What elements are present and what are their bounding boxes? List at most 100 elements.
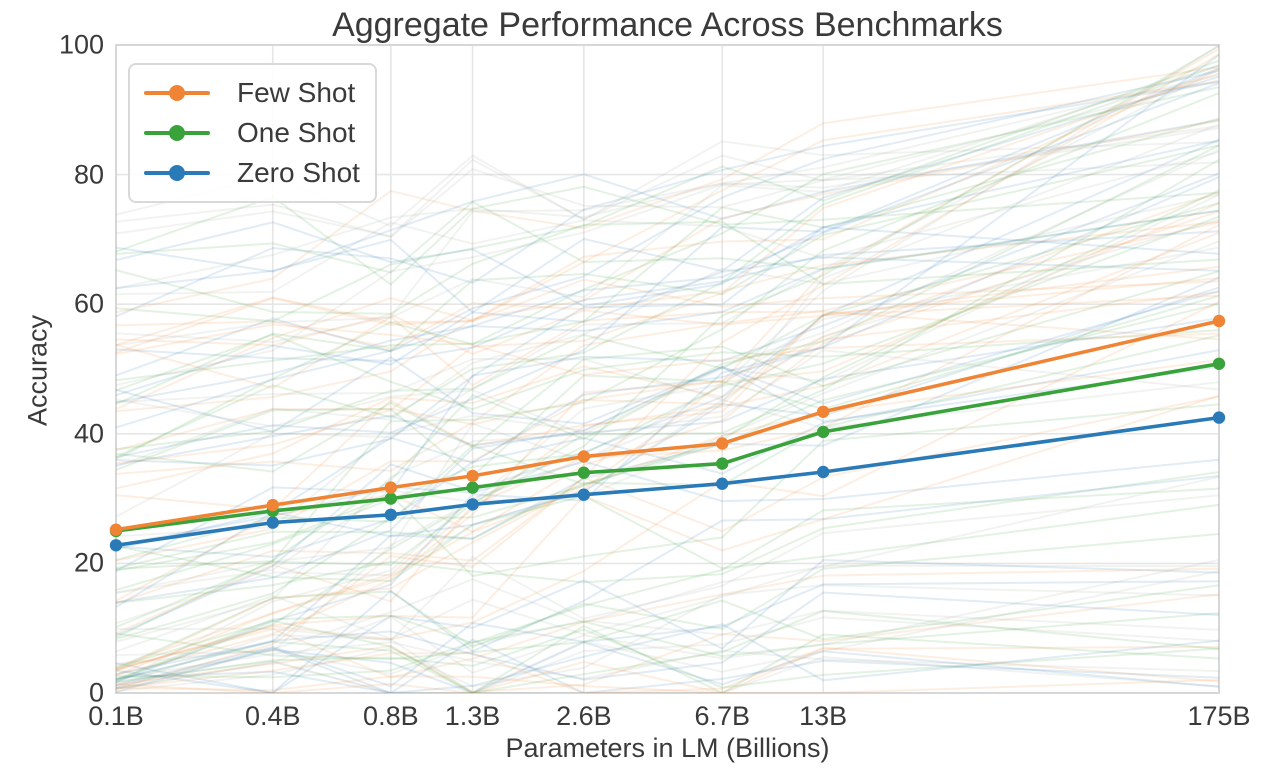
one-shot-marker — [817, 425, 830, 439]
background-line — [116, 220, 1219, 350]
background-line — [116, 176, 1219, 550]
few-shot-marker — [109, 523, 123, 536]
background-line — [116, 92, 1219, 570]
background-line — [116, 356, 1219, 434]
legend-label-few-shot: Few Shot — [237, 77, 356, 108]
background-line — [116, 270, 1219, 473]
background-line — [116, 403, 1219, 578]
one-shot-line — [115, 362, 1220, 533]
background-line — [116, 580, 1219, 688]
zero-shot-marker — [384, 508, 397, 521]
zero-shot-marker — [716, 477, 729, 490]
few-shot-marker — [716, 437, 729, 450]
one-shot-marker — [466, 481, 479, 494]
y-tick-label-100: 100 — [58, 29, 104, 60]
background-line — [116, 558, 1219, 690]
zero-shot-marker — [1212, 411, 1226, 424]
background-line — [116, 45, 1219, 681]
background-line — [116, 66, 1219, 314]
few-shot-marker — [466, 469, 479, 483]
y-tick-label-80: 80 — [73, 159, 104, 190]
background-line — [116, 623, 1219, 693]
background-line — [116, 138, 1219, 637]
x-tick-label-2.6B: 2.6B — [556, 701, 612, 731]
background-line — [116, 558, 1219, 693]
legend-item-few-shot: Few Shot — [144, 79, 375, 107]
background-line — [116, 82, 1219, 404]
x-tick-label-6.7B: 6.7B — [694, 701, 750, 731]
few-shot-line — [115, 319, 1220, 532]
background-line — [116, 645, 1219, 693]
background-line — [116, 494, 1219, 642]
background-line — [116, 161, 1219, 239]
background-line — [116, 349, 1219, 436]
background-line — [116, 67, 1219, 459]
zero-shot-marker — [466, 498, 479, 511]
background-line — [116, 201, 1219, 451]
background-line — [116, 189, 1219, 641]
background-line — [116, 584, 1219, 693]
background-line — [116, 609, 1219, 691]
background-line — [116, 458, 1219, 547]
background-line — [116, 494, 1219, 583]
background-line — [116, 79, 1219, 386]
x-tick-label-13B: 13B — [799, 701, 848, 731]
background-line — [116, 53, 1219, 690]
background-line — [116, 80, 1219, 354]
background-line — [116, 117, 1219, 382]
background-line — [116, 471, 1219, 604]
background-line — [116, 238, 1219, 323]
zero-shot-marker — [577, 488, 590, 501]
background-line — [116, 69, 1219, 377]
background-line — [116, 74, 1219, 290]
x-tick-label-0.1B: 0.1B — [88, 701, 144, 731]
background-line — [116, 86, 1219, 461]
few-shot-marker — [384, 481, 397, 494]
y-tick-label-20: 20 — [73, 547, 104, 578]
few-shot-marker — [266, 498, 279, 512]
background-benchmark-lines — [116, 45, 1219, 693]
background-line — [116, 300, 1219, 672]
background-line — [116, 286, 1219, 608]
background-line — [116, 144, 1219, 639]
background-line — [116, 172, 1219, 572]
background-line — [116, 119, 1219, 413]
background-line — [116, 289, 1219, 604]
background-line — [116, 646, 1219, 693]
background-line — [116, 193, 1219, 468]
background-line — [116, 202, 1219, 676]
background-line — [116, 395, 1219, 605]
background-line — [116, 533, 1219, 671]
background-line — [116, 72, 1219, 465]
background-line — [116, 564, 1219, 653]
legend-item-zero-shot: Zero Shot — [144, 159, 375, 187]
background-line — [116, 358, 1219, 430]
background-line — [116, 641, 1219, 693]
few-shot-marker — [577, 450, 590, 463]
background-line — [116, 139, 1219, 467]
background-line — [116, 591, 1219, 681]
background-line — [116, 193, 1219, 643]
background-line — [116, 612, 1219, 679]
background-line — [116, 209, 1219, 429]
x-tick-label-0.8B: 0.8B — [363, 701, 419, 731]
few-shot-line-swatch — [144, 84, 210, 102]
legend-label-zero-shot: Zero Shot — [237, 157, 360, 188]
zero-shot-marker — [817, 465, 830, 479]
background-line — [116, 278, 1219, 346]
background-line — [116, 329, 1219, 411]
background-line — [116, 609, 1219, 693]
background-line — [116, 624, 1219, 693]
background-line — [116, 349, 1219, 558]
background-line — [116, 64, 1219, 458]
background-line — [116, 570, 1219, 693]
background-line — [116, 294, 1219, 356]
background-line — [116, 215, 1219, 591]
background-line — [116, 265, 1219, 452]
x-tick-label-1.3B: 1.3B — [444, 701, 501, 731]
x-axis-label: Parameters in LM (Billions) — [505, 733, 830, 763]
background-line — [116, 144, 1219, 406]
background-line — [116, 487, 1219, 681]
